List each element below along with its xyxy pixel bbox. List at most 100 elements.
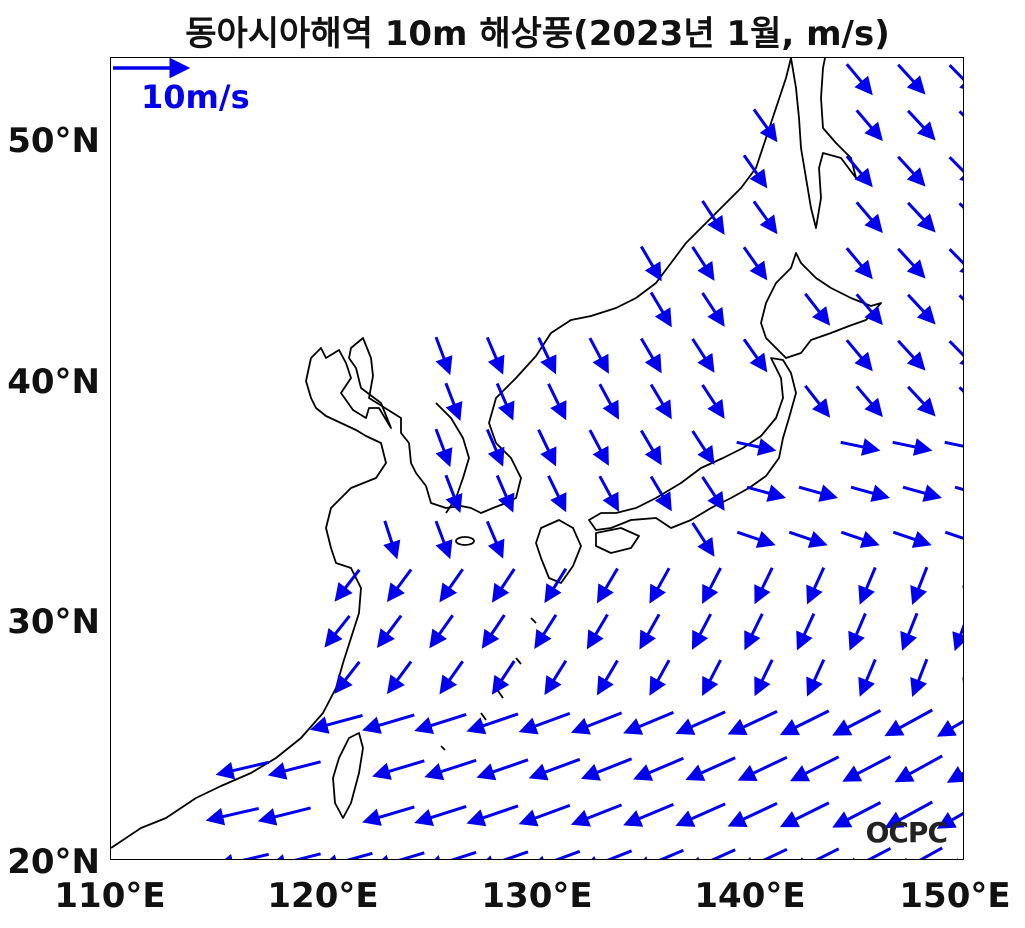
wind-vector-22: [649, 291, 672, 328]
wind-vector-55: [840, 438, 881, 456]
wind-vector-71: [485, 520, 505, 559]
wind-vector-58: [444, 474, 463, 514]
wind-vector-3: [752, 108, 778, 143]
wind-vector-31: [588, 337, 609, 374]
wind-vector-13: [855, 201, 883, 234]
x-tick-150e: 150°E: [899, 876, 1011, 916]
wind-vector-121: [518, 711, 571, 735]
wind-vector-170: [842, 847, 892, 859]
hokkaido-coastline: [760, 252, 882, 359]
wind-vector-102: [900, 612, 919, 651]
shikoku-coastline: [595, 527, 640, 554]
wind-vector-83: [596, 567, 619, 604]
y-tick-40n: 40°N: [7, 362, 100, 402]
wind-vector-156: [884, 800, 934, 829]
x-tick-130e: 130°E: [481, 876, 593, 916]
map-canvas: [111, 58, 963, 859]
wind-vector-46: [907, 385, 936, 417]
wind-vector-20: [897, 247, 926, 279]
wind-vector-77: [944, 530, 963, 540]
wind-vector-11: [701, 200, 725, 235]
wind-vector-92: [376, 614, 403, 649]
wind-vector-81: [491, 568, 516, 603]
wind-vector-44: [804, 384, 831, 418]
wind-vector-157: [936, 811, 963, 829]
wind-vector-7: [742, 154, 768, 189]
jeju-island: [455, 536, 475, 546]
wind-vector-24: [804, 292, 831, 326]
wind-vector-129: [936, 719, 963, 737]
wind-vector-134: [476, 758, 529, 781]
kyushu-coastline: [535, 519, 582, 584]
wind-vector-82: [544, 567, 568, 604]
wind-vector-94: [481, 614, 506, 649]
taiwan-coastline: [332, 732, 364, 819]
wind-vector-151: [623, 803, 674, 827]
wind-vector-104: [334, 660, 361, 694]
y-tick-50n: 50°N: [7, 121, 100, 161]
wind-vector-33: [691, 338, 715, 373]
wind-vector-45: [855, 385, 883, 418]
wind-vector-115: [910, 658, 929, 697]
y-tick-20n: 20°N: [7, 842, 100, 882]
map-plot-area: 10m/s OCPC: [110, 57, 964, 860]
wind-vector-86: [754, 567, 774, 605]
wind-vector-149: [518, 803, 571, 827]
wind-vector-19: [845, 247, 873, 280]
wind-vector-133: [424, 758, 477, 781]
wind-vector-68: [954, 485, 963, 491]
wind-vector-38: [444, 382, 463, 422]
wind-vector-56: [892, 438, 933, 456]
wind-vector-126: [779, 709, 830, 736]
wind-vector-52: [640, 429, 662, 466]
wind-vector-101: [848, 612, 867, 651]
wind-vector-2: [948, 64, 963, 94]
wind-vector-39: [495, 382, 515, 421]
wind-vector-91: [324, 614, 351, 648]
credit-logo: OCPC: [865, 816, 948, 849]
wind-vector-114: [858, 658, 877, 697]
wind-vector-89: [910, 566, 929, 605]
wind-vector-16: [640, 245, 662, 282]
wind-vector-72: [691, 522, 715, 557]
honshu-coastline: [588, 357, 797, 531]
wind-vector-139: [737, 755, 788, 782]
wind-vector-143: [946, 766, 963, 783]
wind-vector-36: [897, 339, 926, 371]
reference-arrow-icon: [113, 58, 191, 78]
wind-vector-113: [806, 658, 826, 697]
x-tick-140e: 140°E: [694, 876, 806, 916]
wind-vector-142: [894, 754, 943, 783]
wind-vector-122: [570, 711, 623, 735]
x-tick-120e: 120°E: [267, 876, 379, 916]
wind-vector-69: [383, 520, 401, 560]
wind-vector-135: [528, 757, 581, 781]
wind-vector-168: [737, 847, 788, 859]
wind-vector-42: [649, 383, 672, 420]
wind-vector-53: [691, 430, 715, 465]
wind-vector-171: [894, 846, 943, 859]
wind-vector-103: [952, 623, 963, 652]
wind-vector-154: [779, 801, 830, 828]
wind-vector-76: [892, 530, 932, 548]
wind-vector-117: [309, 713, 363, 734]
wind-vector-138: [685, 756, 736, 781]
wind-vector-166: [633, 848, 684, 859]
wind-vector-14: [907, 201, 936, 233]
wind-vector-47: [958, 386, 963, 393]
wind-vector-60: [547, 475, 567, 513]
wind-vector-35: [845, 339, 873, 372]
wind-vector-17: [691, 246, 715, 281]
wind-vector-51: [588, 429, 609, 466]
wind-vector-0: [845, 63, 873, 96]
wind-vector-79: [386, 568, 413, 603]
wind-vector-131: [267, 760, 321, 780]
wind-vector-160: [319, 851, 373, 859]
wind-vector-32: [640, 337, 662, 374]
wind-vector-110: [649, 659, 671, 696]
wind-vector-27: [958, 294, 963, 301]
wind-vector-107: [491, 660, 516, 695]
wind-vector-98: [691, 613, 713, 650]
wind-vector-67: [902, 484, 943, 502]
y-tick-30n: 30°N: [7, 602, 100, 642]
